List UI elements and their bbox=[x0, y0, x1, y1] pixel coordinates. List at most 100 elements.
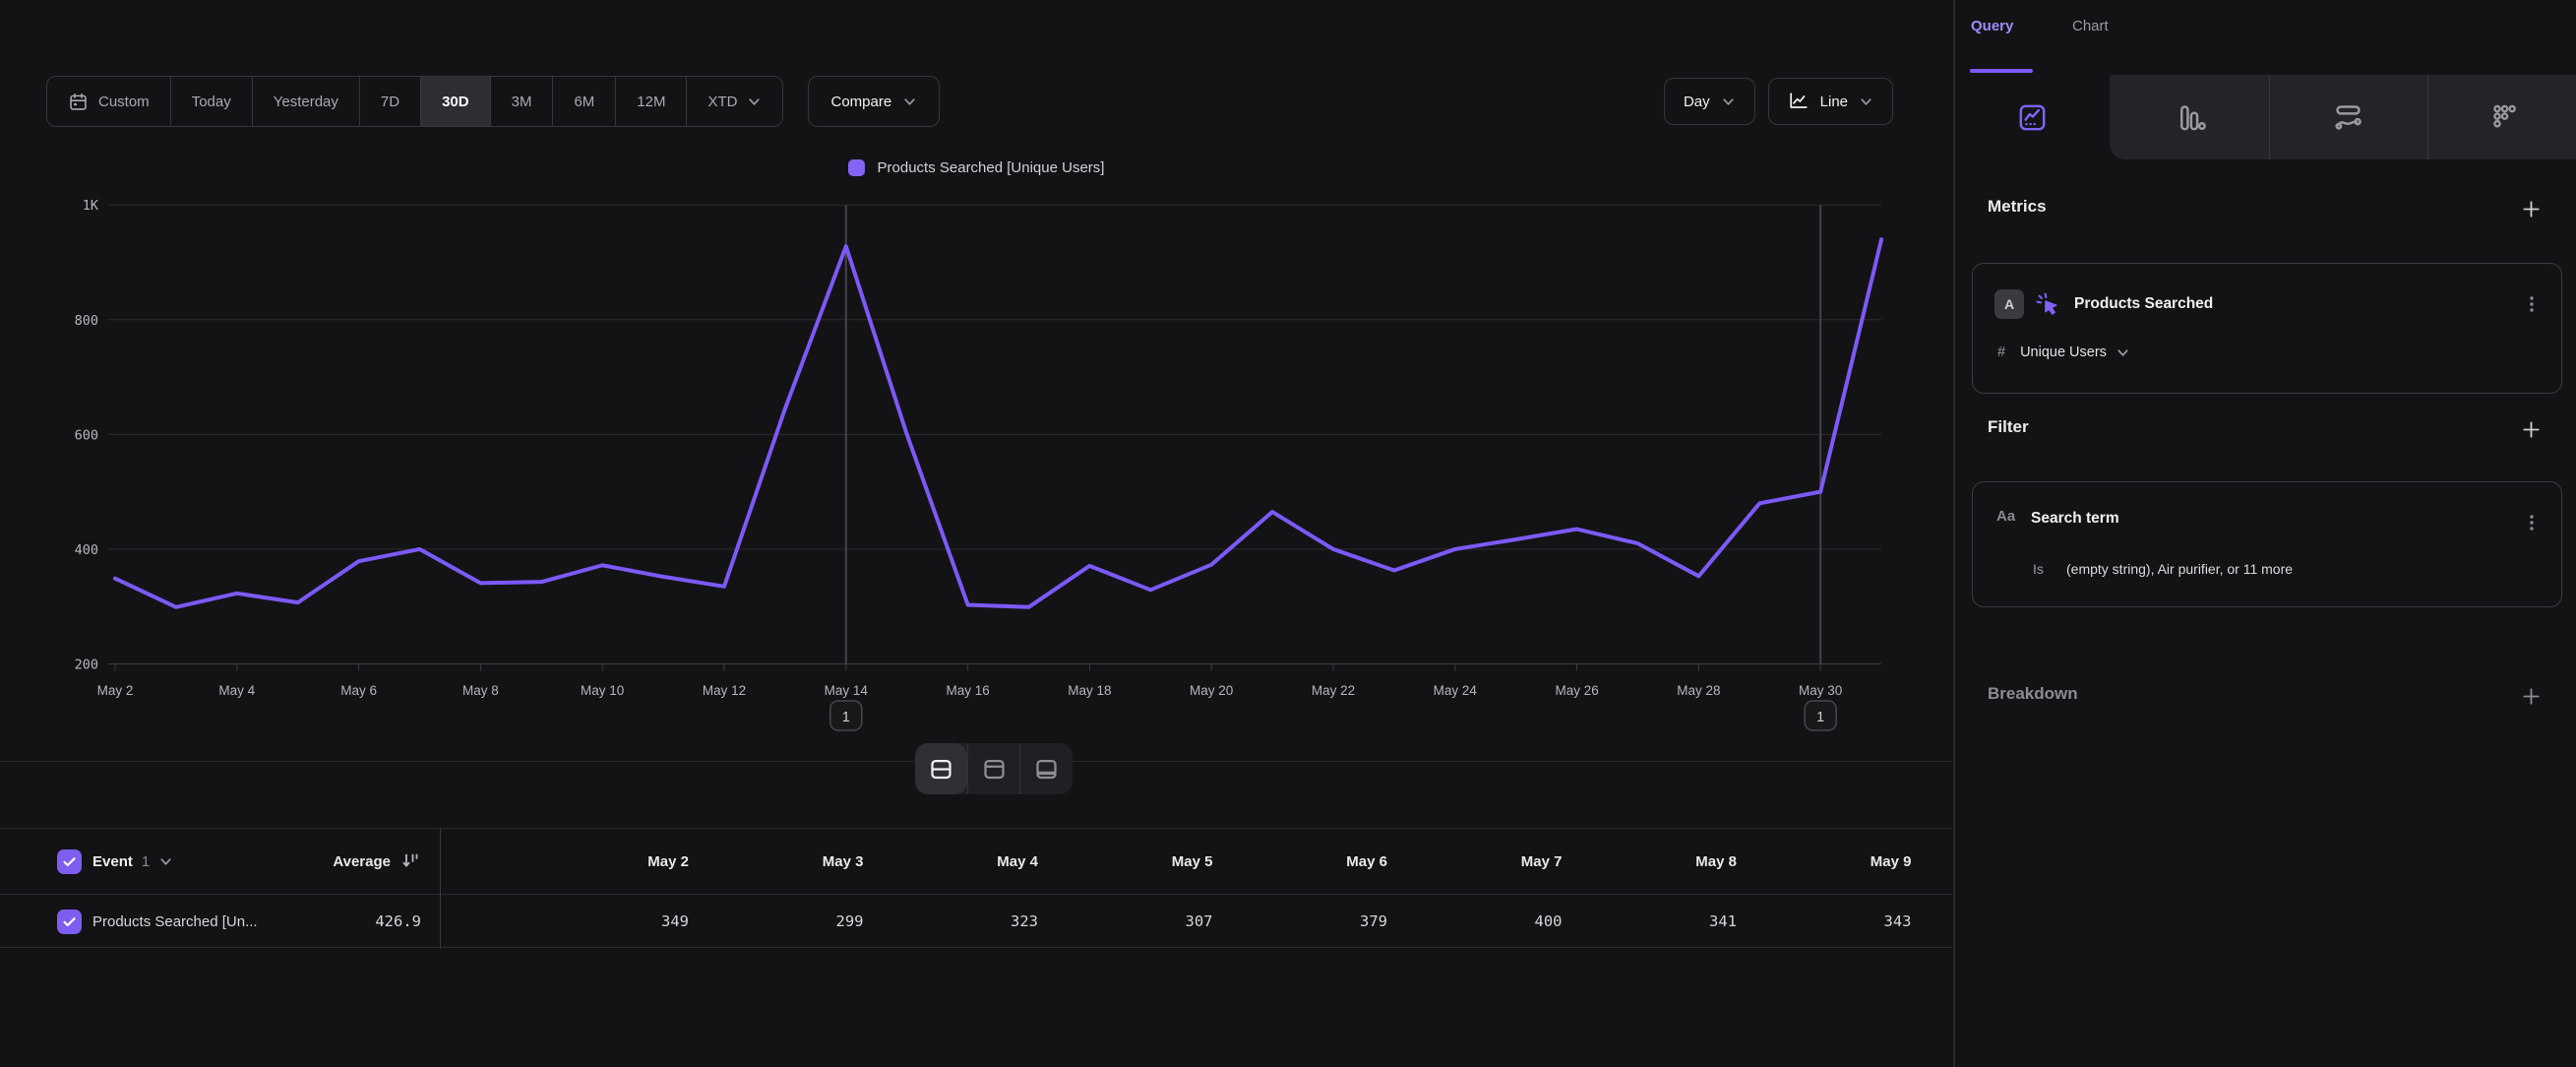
query-sidebar: Query Chart bbox=[1953, 0, 2576, 1067]
filter-property-name: Search term bbox=[2031, 510, 2119, 527]
add-metric-button[interactable] bbox=[2520, 198, 2543, 225]
svg-text:May 28: May 28 bbox=[1677, 683, 1720, 698]
column-header[interactable]: May 9 bbox=[1870, 852, 1912, 870]
average-header[interactable]: Average bbox=[333, 829, 421, 894]
bar-chart-icon bbox=[2174, 101, 2206, 134]
range-xtd[interactable]: XTD bbox=[686, 77, 782, 126]
tab-bar-report[interactable] bbox=[2110, 75, 2269, 159]
measure-prefix: # bbox=[1997, 345, 2006, 360]
svg-text:May 20: May 20 bbox=[1190, 683, 1233, 698]
table-view-icon bbox=[1033, 756, 1060, 783]
layout-chart-button[interactable] bbox=[966, 743, 1020, 794]
range-yesterday[interactable]: Yesterday bbox=[251, 77, 359, 126]
chevron-down-icon bbox=[902, 94, 917, 109]
range-6m[interactable]: 6M bbox=[552, 77, 615, 126]
svg-text:May 22: May 22 bbox=[1312, 683, 1355, 698]
line-chart-icon bbox=[1788, 91, 1809, 112]
svg-text:400: 400 bbox=[75, 542, 98, 558]
compare-label: Compare bbox=[830, 93, 892, 110]
add-breakdown-button[interactable] bbox=[2520, 685, 2543, 713]
cell-value: 341 bbox=[1709, 912, 1737, 930]
event-header-label: Event bbox=[92, 852, 133, 870]
svg-text:May 16: May 16 bbox=[946, 683, 989, 698]
metric-card[interactable]: A Products Searched # Unique Users bbox=[1972, 263, 2562, 394]
kebab-menu-icon[interactable] bbox=[2522, 513, 2542, 533]
granularity-label: Day bbox=[1683, 93, 1710, 110]
filter-value[interactable]: (empty string), Air purifier, or 11 more bbox=[2066, 561, 2294, 577]
event-cursor-icon bbox=[2034, 290, 2061, 318]
metric-name: Products Searched bbox=[2074, 295, 2214, 312]
svg-text:May 6: May 6 bbox=[340, 683, 377, 698]
svg-text:May 4: May 4 bbox=[218, 683, 255, 698]
chevron-down-icon bbox=[2116, 345, 2130, 360]
svg-text:200: 200 bbox=[75, 658, 98, 673]
filter-heading: Filter bbox=[1988, 417, 2029, 436]
event-header[interactable]: Event 1 bbox=[92, 829, 173, 894]
annotation-badge[interactable]: 1 bbox=[1804, 700, 1837, 731]
svg-text:1: 1 bbox=[1816, 710, 1824, 725]
tab-flows-report[interactable] bbox=[2269, 75, 2427, 159]
range-today[interactable]: Today bbox=[169, 77, 252, 126]
flows-icon bbox=[2332, 101, 2364, 134]
row-average-value: 426.9 bbox=[375, 912, 421, 930]
svg-text:May 10: May 10 bbox=[581, 683, 624, 698]
data-table: Event 1 Average May 2 May 3 May 4 May 5 May … bbox=[0, 828, 1952, 949]
range-7d[interactable]: 7D bbox=[358, 77, 420, 126]
range-12m[interactable]: 12M bbox=[615, 77, 686, 126]
svg-text:May 12: May 12 bbox=[703, 683, 746, 698]
svg-text:May 24: May 24 bbox=[1434, 683, 1478, 698]
range-custom[interactable]: Custom bbox=[47, 77, 170, 126]
filter-operator[interactable]: Is bbox=[2033, 561, 2044, 577]
add-filter-button[interactable] bbox=[2520, 418, 2543, 446]
table-row[interactable]: Products Searched [Un... 426.9 349 299 323… bbox=[0, 895, 1952, 948]
chart-panel: 200 400 600 800 1K May 2 May 4 May 6 May 8 May 10… bbox=[0, 138, 1952, 787]
line-chart-svg[interactable]: 200 400 600 800 1K May 2 May 4 May 6 May 8 May 10… bbox=[0, 138, 1952, 787]
cell-value: 349 bbox=[661, 912, 689, 930]
tab-chart[interactable]: Chart bbox=[2072, 18, 2109, 34]
column-header[interactable]: May 6 bbox=[1346, 852, 1387, 870]
breakdown-heading: Breakdown bbox=[1988, 684, 2078, 703]
compare-button[interactable]: Compare bbox=[808, 76, 941, 127]
select-all-checkbox[interactable] bbox=[57, 849, 82, 874]
svg-text:May 14: May 14 bbox=[825, 683, 869, 698]
range-3m[interactable]: 3M bbox=[489, 77, 553, 126]
layout-split-button[interactable] bbox=[915, 743, 967, 794]
column-header[interactable]: May 2 bbox=[647, 852, 689, 870]
column-header[interactable]: May 8 bbox=[1695, 852, 1737, 870]
row-checkbox[interactable] bbox=[57, 910, 82, 934]
measure-selector[interactable]: # Unique Users bbox=[1997, 345, 2130, 360]
chart-type-button[interactable]: Line bbox=[1767, 78, 1893, 125]
column-header[interactable]: May 5 bbox=[1171, 852, 1213, 870]
column-header[interactable]: May 3 bbox=[822, 852, 864, 870]
tab-insights[interactable] bbox=[1955, 75, 2110, 159]
range-custom-label: Custom bbox=[98, 93, 150, 110]
svg-text:May 2: May 2 bbox=[97, 683, 134, 698]
column-header[interactable]: May 7 bbox=[1520, 852, 1563, 870]
granularity-button[interactable]: Day bbox=[1663, 78, 1755, 125]
chevron-down-icon bbox=[158, 854, 173, 869]
column-header[interactable]: May 4 bbox=[997, 852, 1038, 870]
chevron-down-icon bbox=[1721, 94, 1736, 109]
legend-swatch bbox=[847, 159, 865, 176]
svg-text:May 8: May 8 bbox=[462, 683, 499, 698]
cell-value: 400 bbox=[1534, 912, 1563, 930]
layout-table-button[interactable] bbox=[1019, 743, 1073, 794]
kebab-menu-icon[interactable] bbox=[2522, 294, 2542, 314]
range-30d[interactable]: 30D bbox=[420, 77, 490, 126]
annotation-badge[interactable]: 1 bbox=[829, 700, 863, 731]
sort-descending-icon[interactable] bbox=[399, 850, 421, 872]
cell-value: 323 bbox=[1011, 912, 1038, 930]
chart-legend[interactable]: Products Searched [Unique Users] bbox=[0, 159, 1952, 176]
tab-separator bbox=[2427, 75, 2428, 159]
range-label: XTD bbox=[707, 93, 738, 110]
tab-query[interactable]: Query bbox=[1971, 18, 2014, 34]
filter-card[interactable]: Aa Search term Is (empty string), Air pu… bbox=[1972, 481, 2562, 607]
cell-value: 343 bbox=[1883, 912, 1912, 930]
svg-text:600: 600 bbox=[75, 427, 98, 443]
chart-type-label: Line bbox=[1819, 93, 1848, 110]
tab-retention-report[interactable] bbox=[2427, 75, 2576, 159]
event-count: 1 bbox=[141, 852, 151, 870]
chevron-down-icon bbox=[1859, 94, 1873, 109]
calendar-icon bbox=[68, 92, 89, 112]
range-label: 30D bbox=[442, 93, 469, 110]
